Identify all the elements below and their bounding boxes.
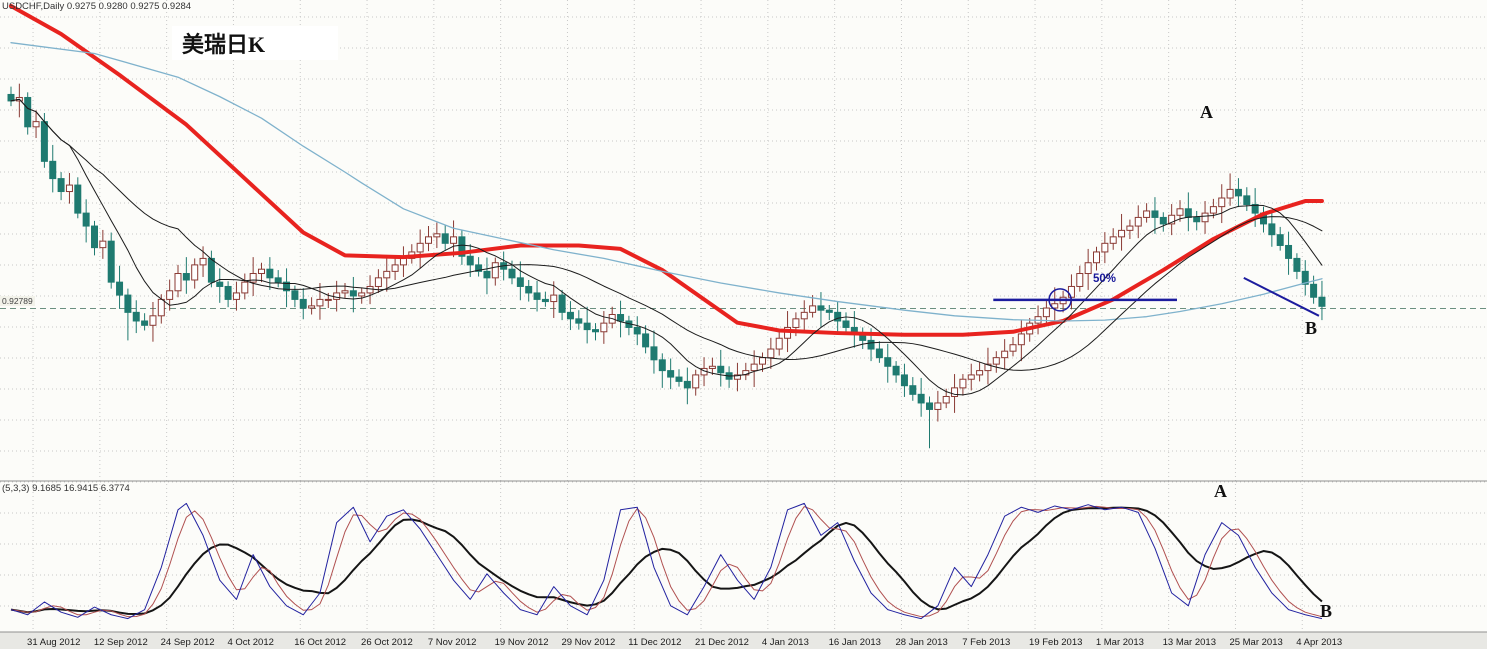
- svg-text:7 Feb 2013: 7 Feb 2013: [962, 637, 1010, 648]
- svg-text:28 Jan 2013: 28 Jan 2013: [895, 637, 947, 648]
- svg-text:4 Jan 2013: 4 Jan 2013: [762, 637, 809, 648]
- svg-text:29 Nov 2012: 29 Nov 2012: [561, 637, 615, 648]
- annotation-b-main[interactable]: B: [1305, 318, 1318, 338]
- svg-text:24 Sep 2012: 24 Sep 2012: [161, 637, 215, 648]
- svg-text:16 Oct 2012: 16 Oct 2012: [294, 637, 346, 648]
- svg-text:12 Sep 2012: 12 Sep 2012: [94, 637, 148, 648]
- svg-text:16 Jan 2013: 16 Jan 2013: [829, 637, 881, 648]
- svg-text:7 Nov 2012: 7 Nov 2012: [428, 637, 477, 648]
- indicator-readout: (5,3,3) 9.1685 16.9415 6.3774: [2, 483, 130, 494]
- svg-text:19 Feb 2013: 19 Feb 2013: [1029, 637, 1082, 648]
- chart-title-annotation[interactable]: 美瑞日K: [172, 26, 338, 60]
- svg-text:25 Mar 2013: 25 Mar 2013: [1229, 637, 1282, 648]
- svg-text:21 Dec 2012: 21 Dec 2012: [695, 637, 749, 648]
- fib-50-label[interactable]: 50%: [1093, 273, 1117, 285]
- svg-text:31 Aug 2012: 31 Aug 2012: [27, 637, 80, 648]
- current-price-tag: 0.92789: [0, 296, 35, 306]
- svg-text:13 Mar 2013: 13 Mar 2013: [1163, 637, 1216, 648]
- svg-text:19 Nov 2012: 19 Nov 2012: [495, 637, 549, 648]
- symbol-ohlc-readout: USDCHF,Daily 0.9275 0.9280 0.9275 0.9284: [2, 1, 192, 12]
- svg-text:26 Oct 2012: 26 Oct 2012: [361, 637, 413, 648]
- svg-text:1 Mar 2013: 1 Mar 2013: [1096, 637, 1144, 648]
- svg-text:4 Apr 2013: 4 Apr 2013: [1296, 637, 1342, 648]
- annotation-a-indicator[interactable]: A: [1214, 481, 1227, 501]
- svg-text:4 Oct 2012: 4 Oct 2012: [227, 637, 273, 648]
- annotation-b-indicator[interactable]: B: [1320, 601, 1333, 621]
- annotation-a-main[interactable]: A: [1200, 102, 1213, 122]
- svg-text:11 Dec 2012: 11 Dec 2012: [628, 637, 681, 648]
